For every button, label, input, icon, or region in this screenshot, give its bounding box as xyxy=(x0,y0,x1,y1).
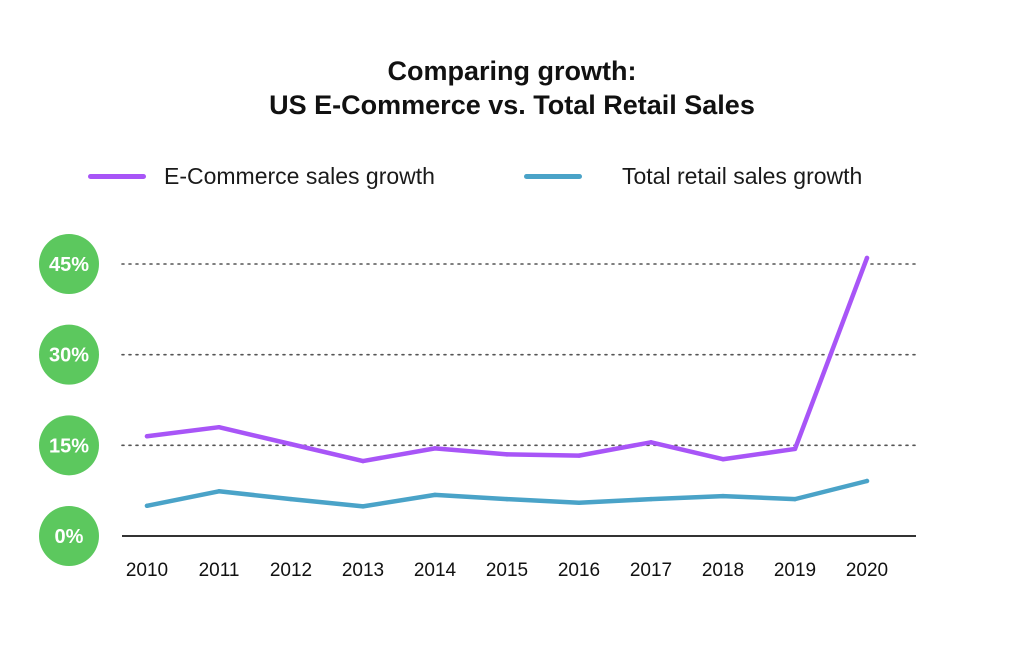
series-line-1 xyxy=(144,478,870,509)
x-tick-label-2015: 2015 xyxy=(486,560,528,581)
x-tick-label-2014: 2014 xyxy=(414,560,457,581)
series-1-point-2012 xyxy=(288,496,294,502)
legend-item-total-retail: Total retail sales growth xyxy=(524,160,862,192)
series-1-point-2020 xyxy=(864,478,870,484)
series-line-0 xyxy=(144,255,870,464)
series-0-point-2016 xyxy=(576,453,582,458)
series-1-point-2010 xyxy=(144,503,150,508)
series-0-point-2014 xyxy=(432,446,438,451)
y-tick-label-1: 15% xyxy=(49,435,89,457)
x-tick-label-2013: 2013 xyxy=(342,560,384,581)
y-tick-label-2: 30% xyxy=(49,345,89,367)
series-0-point-2013 xyxy=(360,458,366,464)
series-0-point-2011 xyxy=(216,425,222,430)
y-tick-label-0: 0% xyxy=(55,526,84,548)
legend-swatch-ecommerce xyxy=(88,173,146,179)
legend-swatch-total-retail xyxy=(524,173,582,179)
series-1-point-2016 xyxy=(576,500,582,505)
y-tick-badge-1 xyxy=(39,415,99,476)
series-1-point-2013 xyxy=(360,504,366,509)
series-1-point-2017 xyxy=(648,496,654,502)
x-tick-label-2016: 2016 xyxy=(558,560,600,581)
x-tick-label-2020: 2020 xyxy=(846,560,888,581)
x-tick-label-2019: 2019 xyxy=(774,560,816,581)
series-1-point-2015 xyxy=(504,496,510,502)
series-0-point-2018 xyxy=(720,457,726,462)
x-tick-label-2017: 2017 xyxy=(630,560,672,581)
series-0-point-2010 xyxy=(144,434,150,439)
series-0-point-2012 xyxy=(288,441,294,447)
legend-label-ecommerce: E-Commerce sales growth xyxy=(164,162,435,189)
legend-label-total-retail: Total retail sales growth xyxy=(622,162,863,189)
x-tick-label-2010: 2010 xyxy=(126,560,168,581)
series-1-point-2014 xyxy=(432,492,438,498)
series-1-point-2011 xyxy=(216,489,222,494)
y-tick-label-3: 45% xyxy=(49,254,89,276)
y-tick-badge-3 xyxy=(39,234,99,294)
x-tick-label-2018: 2018 xyxy=(702,560,744,581)
x-tick-label-2011: 2011 xyxy=(199,560,240,581)
series-0-point-2019 xyxy=(792,446,798,452)
series-0-point-2015 xyxy=(504,452,510,457)
legend-item-ecommerce: E-Commerce sales growth xyxy=(88,160,435,192)
x-tick-label-2012: 2012 xyxy=(270,560,312,581)
chart-title-line-2: US E-Commerce vs. Total Retail Sales xyxy=(269,90,755,120)
chart-title-line-1: Comparing growth: xyxy=(387,56,637,86)
series-1-point-2018 xyxy=(720,493,726,499)
y-tick-badge-2 xyxy=(39,324,99,385)
y-tick-badge-0 xyxy=(39,506,99,566)
series-0-point-2017 xyxy=(648,440,654,445)
series-0-point-2020 xyxy=(864,255,870,261)
series-1-point-2019 xyxy=(792,496,798,502)
